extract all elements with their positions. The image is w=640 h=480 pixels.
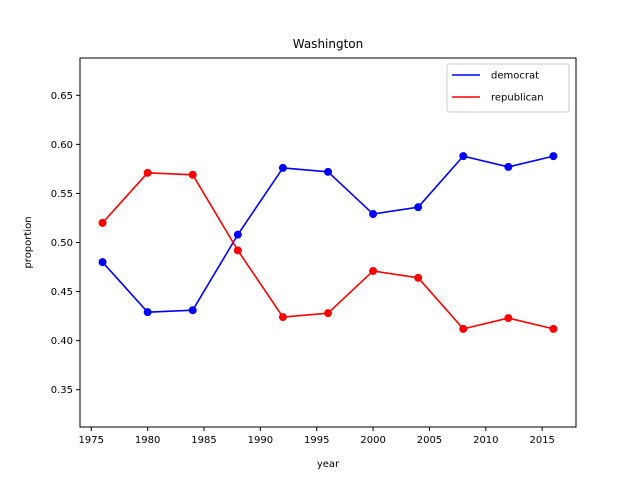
data-point-democrat — [143, 308, 152, 317]
x-axis-ticks: 1975 1980 1985 1990 1995 2000 2005 2010 2015 — [79, 427, 555, 446]
data-point-republican — [549, 324, 558, 333]
data-point-democrat — [278, 163, 287, 172]
x-tick-label: 1975 — [79, 435, 104, 446]
x-tick-label: 1990 — [248, 435, 273, 446]
y-axis-label: proportion — [23, 216, 34, 268]
data-point-republican — [459, 324, 468, 333]
chart-title: Washington — [293, 37, 364, 51]
data-point-democrat — [414, 203, 423, 212]
data-point-democrat — [324, 167, 332, 176]
x-tick-label: 2005 — [417, 435, 442, 446]
data-point-democrat — [188, 306, 197, 315]
x-tick-label: 1985 — [191, 435, 216, 446]
y-tick-label: 0.65 — [51, 91, 73, 102]
y-tick-label: 0.60 — [51, 140, 73, 151]
data-point-republican — [324, 309, 332, 318]
legend-box — [446, 63, 570, 113]
y-tick-label: 0.40 — [51, 336, 73, 347]
y-tick-label: 0.35 — [51, 385, 73, 396]
data-point-democrat — [98, 258, 107, 267]
data-point-republican — [233, 246, 242, 255]
series-republican — [98, 168, 558, 333]
y-tick-label: 0.50 — [51, 238, 73, 249]
data-point-republican — [369, 266, 378, 275]
data-point-democrat — [233, 230, 242, 239]
data-point-democrat — [459, 152, 468, 161]
plot-area — [98, 152, 558, 333]
series-democrat — [98, 152, 558, 317]
data-point-democrat — [504, 162, 513, 171]
x-tick-label: 2000 — [360, 435, 385, 446]
x-tick-label: 2010 — [473, 435, 498, 446]
x-tick-label: 1980 — [135, 435, 160, 446]
data-point-republican — [414, 273, 423, 282]
x-tick-label: 2015 — [529, 435, 554, 446]
x-tick-label: 1995 — [304, 435, 329, 446]
y-tick-label: 0.45 — [51, 287, 73, 298]
y-axis-ticks: 0.35 0.40 0.45 0.50 0.55 0.60 0.65 — [51, 91, 80, 396]
legend-label-republican: republican — [491, 93, 544, 104]
data-point-republican — [143, 168, 152, 177]
data-point-republican — [98, 218, 107, 227]
data-point-democrat — [369, 210, 378, 219]
data-point-democrat — [549, 152, 558, 161]
y-tick-label: 0.55 — [51, 189, 73, 200]
legend-label-democrat: democrat — [491, 71, 539, 82]
data-point-republican — [188, 170, 197, 179]
data-point-republican — [278, 313, 287, 322]
x-axis-label: year — [317, 459, 340, 470]
data-point-republican — [504, 314, 513, 323]
legend: democrat republican — [446, 63, 570, 113]
